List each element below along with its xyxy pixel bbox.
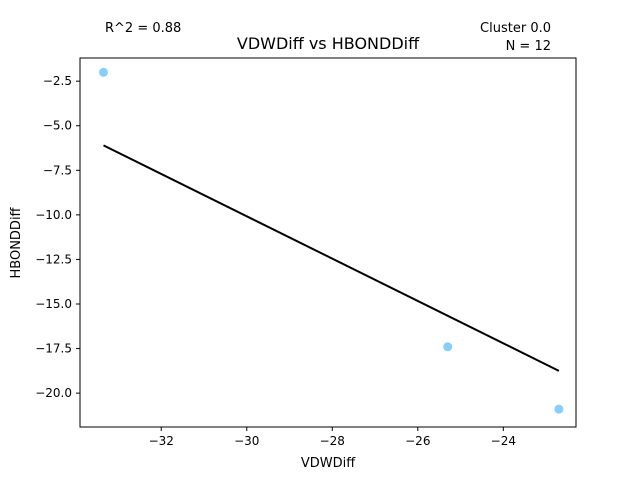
y-axis: −2.5 −5.0 −7.5 −10.0 −12.5 −15.0 −17.5 −20.0 xyxy=(35,74,80,400)
scatter-point xyxy=(554,404,564,414)
y-axis-label: HBONDDiff xyxy=(9,206,24,278)
n-annotation: N = 12 xyxy=(506,39,551,54)
plot-area-frame xyxy=(79,57,577,428)
x-tick-label: −28 xyxy=(320,434,345,448)
plot-marks xyxy=(99,67,564,414)
y-tick-label: −5.0 xyxy=(43,119,72,133)
y-tick-label: −17.5 xyxy=(35,342,72,356)
x-axis-label: VDWDiff xyxy=(301,456,356,471)
scatter-point xyxy=(443,342,453,352)
cluster-annotation: Cluster 0.0 xyxy=(480,21,551,36)
y-tick-label: −20.0 xyxy=(35,386,72,400)
x-axis: −32 −30 −28 −26 −24 xyxy=(149,427,516,448)
y-tick-label: −7.5 xyxy=(43,163,72,177)
chart-title: VDWDiff vs HBONDDiff xyxy=(237,34,420,53)
y-tick-label: −2.5 xyxy=(43,74,72,88)
y-tick-label: −15.0 xyxy=(35,297,72,311)
x-tick-label: −32 xyxy=(149,434,174,448)
scatter-point xyxy=(99,67,109,77)
x-tick-label: −30 xyxy=(234,434,259,448)
y-tick-label: −10.0 xyxy=(35,208,72,222)
y-tick-label: −12.5 xyxy=(35,252,72,266)
x-tick-label: −26 xyxy=(405,434,430,448)
r-squared-annotation: R^2 = 0.88 xyxy=(105,21,181,36)
x-tick-label: −24 xyxy=(491,434,516,448)
regression-line xyxy=(103,144,560,372)
